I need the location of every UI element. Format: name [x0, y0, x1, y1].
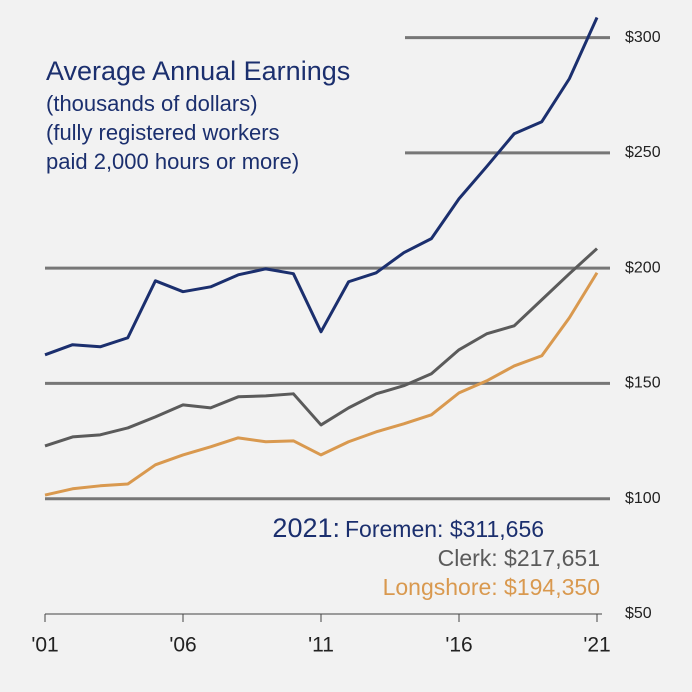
annotation: Longshore: $194,350	[383, 574, 600, 600]
chart-subtitle: paid 2,000 hours or more)	[46, 149, 299, 174]
x-tick-label: '06	[169, 634, 196, 657]
x-tick-label: '21	[583, 634, 610, 657]
chart-title: Average Annual Earnings	[46, 56, 350, 86]
line-series	[44, 271, 599, 497]
y-tick-label: $300	[625, 29, 661, 46]
y-tick-label: $150	[625, 375, 661, 392]
annotation-label: 2021:	[272, 513, 340, 543]
y-tick-label: $100	[625, 490, 661, 507]
x-tick-label: '16	[445, 634, 472, 657]
y-tick-label: $200	[625, 259, 661, 276]
y-tick-label: $250	[625, 144, 661, 161]
chart-subtitle: (thousands of dollars)	[46, 91, 258, 116]
x-tick-label: '01	[31, 634, 58, 657]
x-tick-label: '11	[308, 634, 334, 657]
annotation: Clerk: $217,651	[438, 545, 600, 571]
y-tick-label: $50	[625, 605, 652, 622]
line-series	[44, 16, 599, 357]
line-series	[44, 247, 599, 448]
chart-subtitle: (fully registered workers	[46, 120, 280, 145]
annotation: Foremen: $311,656	[345, 516, 544, 542]
